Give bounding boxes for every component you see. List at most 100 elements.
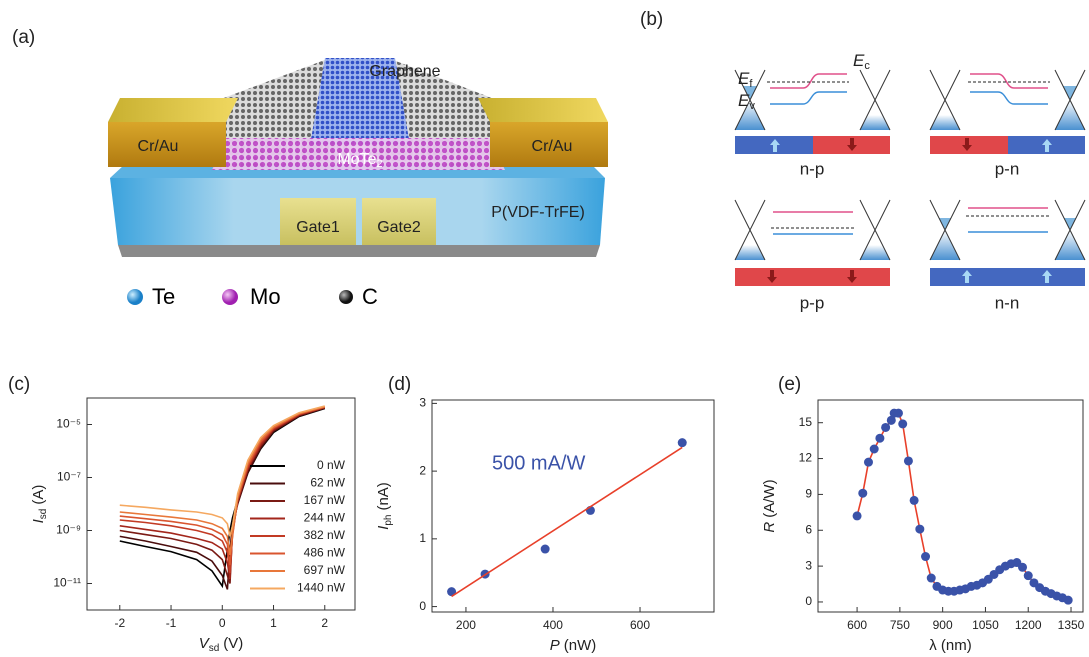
band-diagram xyxy=(930,70,1085,154)
annotation: 500 mA/W xyxy=(492,452,585,474)
x-tick-label: 1050 xyxy=(972,618,999,632)
data-point xyxy=(864,458,873,467)
legend-label: Mo xyxy=(250,284,281,309)
x-tick-label: 2 xyxy=(321,616,328,630)
x-tick-label: 400 xyxy=(543,618,563,632)
band-label-main: E xyxy=(738,91,750,110)
legend-label: Te xyxy=(152,284,175,309)
y-tick-label: 0 xyxy=(419,599,426,613)
graphene-label: Graphene xyxy=(369,63,440,80)
axis-label: Iph(nA) xyxy=(375,482,394,530)
device-illustration xyxy=(108,58,608,305)
data-point xyxy=(910,496,919,505)
band-label-sub: c xyxy=(864,60,870,72)
data-point xyxy=(875,434,884,443)
band-label-sub: v xyxy=(749,100,755,112)
y-tick-label: 10⁻⁷ xyxy=(57,470,81,484)
config-label: n-n xyxy=(995,293,1020,312)
x-tick-label: 900 xyxy=(933,618,953,632)
legend-label: 167 nW xyxy=(304,493,346,507)
data-point xyxy=(853,511,862,520)
electrode-label: Cr/Au xyxy=(532,138,573,155)
plot-frame xyxy=(818,400,1083,612)
electrode-label: Cr/Au xyxy=(138,138,179,155)
legend-label: C xyxy=(362,284,378,309)
band-label: Ec xyxy=(853,51,870,71)
x-tick-label: 1350 xyxy=(1058,618,1085,632)
y-tick-label: 6 xyxy=(805,522,812,536)
y-tick-label: 9 xyxy=(805,487,812,501)
data-point xyxy=(1018,563,1027,572)
series-line xyxy=(120,408,325,584)
axis-unit: (nA) xyxy=(375,482,392,510)
axis-label: R (A/W) xyxy=(761,479,778,532)
data-point xyxy=(881,423,890,432)
data-point xyxy=(927,574,936,583)
axis-symbol: P xyxy=(550,637,560,654)
x-tick-label: 600 xyxy=(847,618,867,632)
x-tick-label: 200 xyxy=(456,618,476,632)
legend-label: 244 nW xyxy=(304,511,346,525)
data-point xyxy=(870,444,879,453)
y-tick-label: 15 xyxy=(799,415,813,429)
channel-label: MoTe2 xyxy=(337,151,382,170)
y-tick-label: 10⁻⁵ xyxy=(56,417,81,431)
series-line xyxy=(120,407,325,555)
x-tick-label: -1 xyxy=(166,616,177,630)
legend-label: 486 nW xyxy=(304,546,346,560)
axis-unit: (V) xyxy=(223,635,243,652)
dielectric-label: P(VDF-TrFE) xyxy=(491,204,585,221)
config-label: n-p xyxy=(800,159,825,178)
panel-label: (b) xyxy=(640,9,663,30)
channel-label-main: MoTe xyxy=(337,151,376,168)
axis-label: λ (nm) xyxy=(929,637,972,654)
band-diagram xyxy=(930,200,1085,286)
x-tick-label: -2 xyxy=(114,616,125,630)
axis-label: Isd(A) xyxy=(30,485,49,524)
y-tick-label: 2 xyxy=(419,463,426,477)
plot-frame xyxy=(432,400,714,612)
axis-symbol: R xyxy=(761,522,778,533)
panel-label: (d) xyxy=(388,374,411,395)
band-diagram xyxy=(735,200,890,286)
y-tick-label: 1 xyxy=(419,531,426,545)
band-diagram xyxy=(735,70,890,154)
data-point xyxy=(1064,596,1073,605)
x-tick-label: 600 xyxy=(630,618,650,632)
legend-label: 1440 nW xyxy=(297,581,346,595)
x-tick-label: 750 xyxy=(890,618,910,632)
axis-label: Vsd(V) xyxy=(199,635,244,654)
figure: (a) (b) (c) (d) (e) Graphene Cr/Au Cr/Au… xyxy=(0,0,1089,657)
series-line xyxy=(120,407,325,578)
series-line xyxy=(120,406,325,536)
data-point xyxy=(1024,571,1033,580)
y-tick-label: 3 xyxy=(419,396,426,410)
legend-label: 382 nW xyxy=(304,528,346,542)
axis-unit: (A/W) xyxy=(761,479,778,517)
x-tick-label: 1 xyxy=(270,616,277,630)
axis-sub: sd xyxy=(209,643,220,654)
legend-label: 0 nW xyxy=(317,458,346,472)
config-label: p-n xyxy=(995,159,1020,178)
data-point xyxy=(915,525,924,534)
panel-label: (a) xyxy=(12,27,35,48)
legend-label: 697 nW xyxy=(304,563,346,577)
data-point xyxy=(678,438,687,447)
axis-unit: (nW) xyxy=(564,637,597,654)
axis-sub: sd xyxy=(38,509,49,520)
gate-label: Gate2 xyxy=(377,219,421,236)
x-tick-label: 1200 xyxy=(1015,618,1042,632)
data-point xyxy=(898,419,907,428)
y-tick-label: 3 xyxy=(805,558,812,572)
y-tick-label: 10⁻⁹ xyxy=(56,523,81,537)
band-label-main: E xyxy=(738,69,750,88)
data-point xyxy=(858,489,867,498)
axis-unit: (A) xyxy=(30,485,47,505)
channel-label-sub: 2 xyxy=(377,158,383,170)
panel-label: (c) xyxy=(8,374,30,395)
data-point xyxy=(894,409,903,418)
gate-label: Gate1 xyxy=(296,219,340,236)
band-label: Ef xyxy=(738,69,753,89)
data-point xyxy=(904,456,913,465)
panel-label: (e) xyxy=(778,374,801,395)
